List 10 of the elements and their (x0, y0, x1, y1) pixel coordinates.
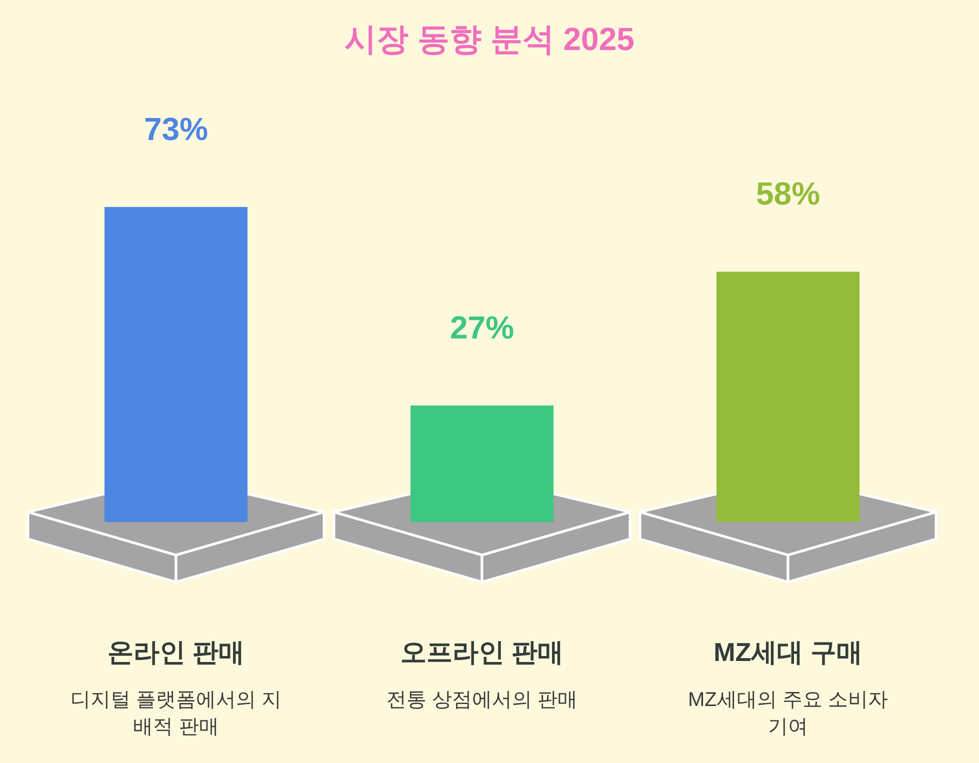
data-label: 73% (144, 111, 208, 147)
data-label: 27% (450, 309, 514, 346)
text: 디지털 플랫폼에서의 지배적 판매 (69, 688, 283, 740)
data-label: 58% (756, 176, 820, 212)
chart-title: 시장 동향 분석 2025 (344, 21, 634, 57)
x-tick-label: 오프라인 판매 (400, 637, 564, 667)
text: MZ세대의 주요 소비자 기여 (687, 688, 889, 740)
text: 전통 상점에서의 판매 (385, 688, 579, 713)
x-tick-label: 온라인 판매 (107, 637, 245, 667)
x-tick-label: MZ세대 구매 (714, 637, 862, 667)
